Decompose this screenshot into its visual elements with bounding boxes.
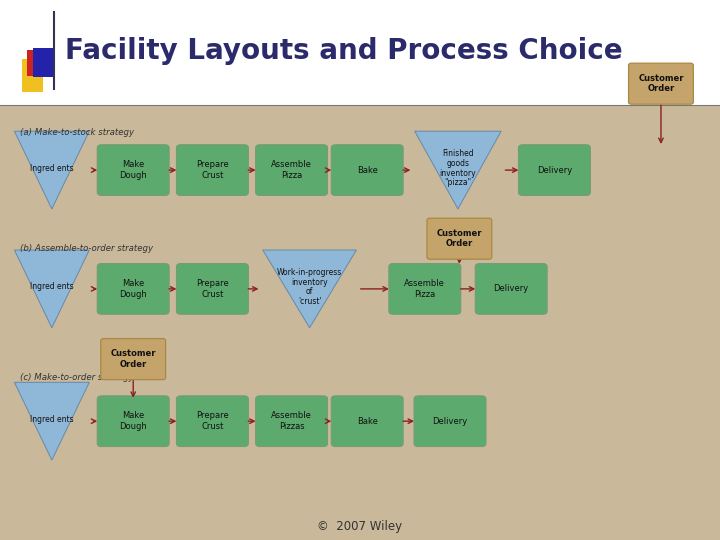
Polygon shape <box>14 250 89 328</box>
FancyBboxPatch shape <box>629 63 693 104</box>
FancyBboxPatch shape <box>414 396 486 447</box>
FancyBboxPatch shape <box>176 396 248 447</box>
FancyBboxPatch shape <box>33 48 55 77</box>
FancyBboxPatch shape <box>101 339 166 380</box>
FancyBboxPatch shape <box>331 145 403 195</box>
FancyBboxPatch shape <box>331 396 403 447</box>
Text: (b) Assemble-to-order strategy: (b) Assemble-to-order strategy <box>20 244 153 253</box>
Text: Prepare
Crust: Prepare Crust <box>196 279 229 299</box>
FancyBboxPatch shape <box>176 264 248 314</box>
FancyBboxPatch shape <box>176 145 248 195</box>
Text: Ingred ents: Ingred ents <box>30 415 73 424</box>
FancyBboxPatch shape <box>427 218 492 259</box>
Text: Prepare
Crust: Prepare Crust <box>196 411 229 431</box>
Text: Work-in-progress
inventory
of
'crust': Work-in-progress inventory of 'crust' <box>277 268 342 306</box>
FancyBboxPatch shape <box>0 0 720 105</box>
FancyBboxPatch shape <box>97 264 169 314</box>
FancyBboxPatch shape <box>256 396 328 447</box>
FancyBboxPatch shape <box>27 50 51 76</box>
Polygon shape <box>14 382 89 460</box>
FancyBboxPatch shape <box>97 396 169 447</box>
Text: Assemble
Pizza: Assemble Pizza <box>271 160 312 180</box>
Text: Customer
Order: Customer Order <box>110 349 156 369</box>
Text: Prepare
Crust: Prepare Crust <box>196 160 229 180</box>
FancyBboxPatch shape <box>389 264 461 314</box>
Text: Bake: Bake <box>357 166 377 174</box>
FancyBboxPatch shape <box>475 264 547 314</box>
Text: Ingred ents: Ingred ents <box>30 282 73 292</box>
FancyBboxPatch shape <box>22 59 43 92</box>
Text: ©  2007 Wiley: © 2007 Wiley <box>318 520 402 533</box>
FancyBboxPatch shape <box>518 145 590 195</box>
FancyBboxPatch shape <box>256 145 328 195</box>
Text: (a) Make-to-stock strategy: (a) Make-to-stock strategy <box>20 128 135 137</box>
FancyBboxPatch shape <box>0 105 720 540</box>
Text: Assemble
Pizza: Assemble Pizza <box>405 279 445 299</box>
Text: Delivery: Delivery <box>537 166 572 174</box>
Text: Make
Dough: Make Dough <box>120 160 147 180</box>
Text: Delivery: Delivery <box>433 417 467 426</box>
FancyBboxPatch shape <box>97 145 169 195</box>
Polygon shape <box>14 131 89 209</box>
Text: Ingred ents: Ingred ents <box>30 164 73 173</box>
Text: Customer
Order: Customer Order <box>436 229 482 248</box>
Text: Delivery: Delivery <box>494 285 528 293</box>
Text: Facility Layouts and Process Choice: Facility Layouts and Process Choice <box>65 37 622 65</box>
Text: Finished
goods
inventory
"pizza": Finished goods inventory "pizza" <box>440 149 476 187</box>
Polygon shape <box>263 250 356 328</box>
Text: Assemble
Pizzas: Assemble Pizzas <box>271 411 312 431</box>
Polygon shape <box>415 131 501 209</box>
Text: Customer
Order: Customer Order <box>638 74 684 93</box>
Text: Make
Dough: Make Dough <box>120 279 147 299</box>
Text: Make
Dough: Make Dough <box>120 411 147 431</box>
Text: (c) Make-to-order strategy: (c) Make-to-order strategy <box>20 374 134 382</box>
Text: Bake: Bake <box>357 417 377 426</box>
